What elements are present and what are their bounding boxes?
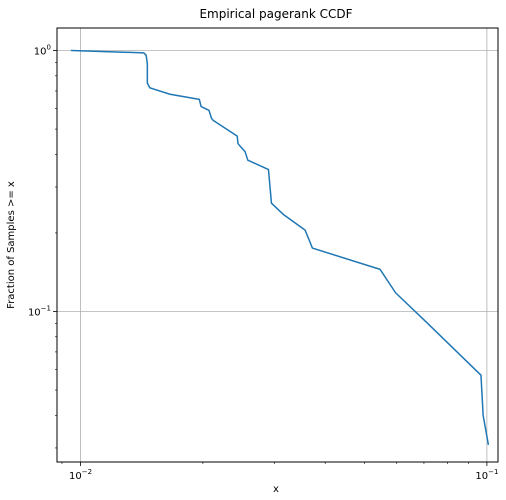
x-tick-label: 10−1 [475,468,498,482]
ccdf-line [70,49,490,445]
plot-area [57,28,498,462]
y-axis-label: Fraction of Samples >= x [6,181,17,309]
chart-title: Empirical pagerank CCDF [199,7,352,21]
x-axis-label: x [273,484,279,495]
plot-frame [56,27,499,463]
x-tick-label: 10−2 [69,468,92,482]
y-tick-label: 10−1 [28,304,51,318]
grid-lines [57,28,498,462]
y-tick-label: 100 [34,44,51,58]
